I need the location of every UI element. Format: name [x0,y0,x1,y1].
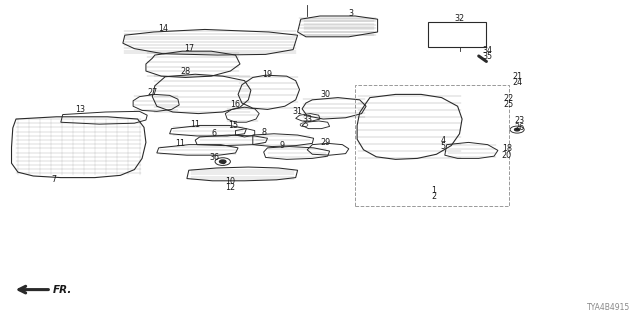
Text: 33: 33 [302,115,312,124]
Text: 21: 21 [512,72,522,81]
Text: 15: 15 [228,121,239,130]
Text: 16: 16 [230,100,241,109]
Text: 13: 13 [75,105,85,114]
Text: 3: 3 [348,9,353,18]
Text: 19: 19 [262,70,273,79]
Text: 17: 17 [184,44,194,53]
Text: 9: 9 [279,141,284,150]
Text: 36: 36 [209,153,220,162]
Text: 31: 31 [292,107,303,116]
Text: 25: 25 [504,100,514,109]
Text: 12: 12 [225,183,236,192]
Text: 4: 4 [440,136,445,145]
Text: 10: 10 [225,177,236,186]
Text: 5: 5 [440,142,445,151]
Text: 11: 11 [175,139,186,148]
Text: 23: 23 [515,116,525,125]
Text: 26: 26 [515,123,525,132]
Text: 22: 22 [504,94,514,103]
Text: 29: 29 [320,138,330,147]
Text: 7: 7 [52,175,57,184]
Text: 11: 11 [190,120,200,129]
Circle shape [515,128,520,131]
Text: TYA4B4915: TYA4B4915 [587,303,630,312]
Text: 34: 34 [483,46,493,55]
Text: 27: 27 [147,88,157,97]
Text: 6: 6 [212,129,217,138]
Text: 1: 1 [431,186,436,195]
Text: 14: 14 [158,24,168,33]
Text: 18: 18 [502,144,512,153]
Text: 32: 32 [454,14,465,23]
Text: 2: 2 [431,192,436,201]
Text: 8: 8 [261,128,266,137]
Circle shape [220,160,226,163]
Text: 30: 30 [320,90,330,99]
Text: 24: 24 [512,78,522,87]
Text: 35: 35 [483,52,493,61]
Text: FR.: FR. [52,284,72,295]
Text: 20: 20 [502,151,512,160]
Text: 28: 28 [180,68,191,76]
